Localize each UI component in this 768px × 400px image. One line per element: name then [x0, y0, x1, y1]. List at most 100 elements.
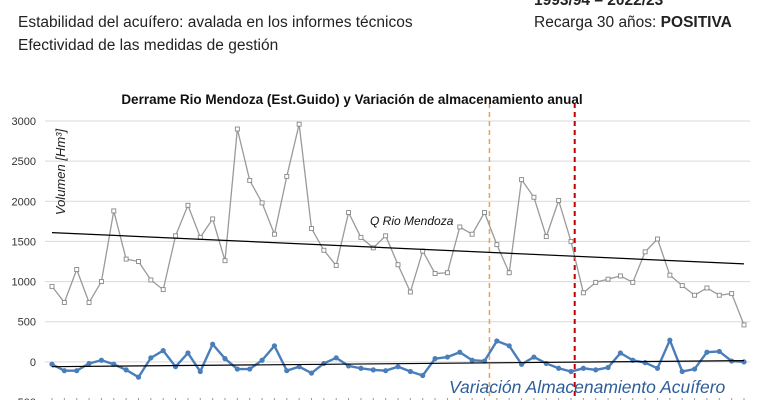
- point-acuifero-26: [370, 367, 376, 373]
- point-acuifero-34: [469, 357, 475, 363]
- point-acuifero-25: [358, 365, 364, 371]
- point-rio-47: [630, 279, 636, 285]
- point-acuifero-19: [284, 368, 290, 374]
- label-q-rio-mendoza: Q Rio Mendoza: [370, 214, 454, 228]
- point-rio-40: [543, 234, 549, 240]
- point-acuifero-27: [383, 368, 389, 374]
- header-line-2: Efectividad de las medidas de gestión: [18, 37, 279, 54]
- point-acuifero-30: [420, 372, 426, 379]
- point-acuifero-18: [271, 343, 278, 349]
- point-acuifero-40: [543, 360, 549, 367]
- point-rio-7: [136, 259, 141, 264]
- y-tick-2000: 2000: [12, 196, 36, 208]
- y-tick-500: 500: [18, 317, 36, 329]
- point-rio-53: [704, 285, 710, 291]
- point-acuifero-31: [432, 356, 438, 362]
- point-rio-11: [185, 202, 191, 208]
- point-acuifero-49: [654, 365, 661, 371]
- point-rio-3: [86, 299, 92, 305]
- point-rio-17: [259, 200, 265, 206]
- point-acuifero-22: [321, 360, 327, 367]
- header-recarga: Recarga 30 años: POSITIVA: [534, 14, 732, 32]
- point-rio-49: [655, 236, 660, 242]
- point-rio-44: [593, 279, 599, 285]
- point-acuifero-11: [185, 350, 191, 356]
- recarga-value: POSITIVA: [660, 14, 732, 31]
- point-acuifero-23: [333, 355, 339, 361]
- point-acuifero-54: [716, 348, 722, 355]
- chart-title: Derrame Rio Mendoza (Est.Guido) y Variac…: [121, 92, 582, 107]
- point-acuifero-50: [667, 337, 673, 343]
- point-acuifero-6: [123, 367, 129, 373]
- point-rio-26: [370, 245, 376, 251]
- point-rio-31: [432, 271, 438, 276]
- point-acuifero-10: [172, 364, 179, 370]
- point-acuifero-46: [617, 350, 624, 356]
- x-tick-marks: [51, 398, 745, 400]
- point-rio-0: [49, 283, 55, 289]
- trend-line-1: [51, 360, 745, 368]
- point-acuifero-13: [210, 341, 216, 347]
- point-acuifero-3: [86, 360, 92, 367]
- point-acuifero-39: [531, 354, 537, 360]
- point-acuifero-15: [234, 366, 240, 372]
- point-acuifero-48: [642, 360, 648, 366]
- y-tick-3000: 3000: [12, 116, 36, 128]
- point-rio-19: [284, 173, 290, 179]
- y-tick-2500: 2500: [12, 156, 36, 168]
- point-rio-24: [346, 210, 352, 215]
- header-line-1: Estabilidad del acuífero: avalada en los…: [18, 14, 413, 31]
- point-acuifero-21: [308, 370, 315, 376]
- point-rio-51: [679, 283, 685, 289]
- point-rio-22: [321, 247, 327, 253]
- point-rio-33: [457, 224, 463, 230]
- point-acuifero-36: [494, 338, 500, 344]
- point-acuifero-1: [61, 368, 67, 374]
- point-acuifero-28: [395, 364, 401, 370]
- point-rio-5: [111, 208, 117, 214]
- point-rio-52: [692, 292, 698, 298]
- point-acuifero-44: [593, 367, 599, 373]
- point-rio-8: [148, 277, 154, 283]
- series-variacion-acuifero: [49, 337, 747, 380]
- point-rio-45: [605, 276, 611, 282]
- point-acuifero-4: [98, 357, 105, 363]
- point-rio-10: [173, 233, 179, 239]
- recarga-label: Recarga 30 años:: [534, 14, 661, 31]
- point-acuifero-20: [296, 364, 302, 370]
- point-rio-43: [580, 290, 586, 296]
- point-acuifero-53: [704, 349, 710, 355]
- point-acuifero-14: [222, 356, 228, 362]
- point-acuifero-52: [691, 366, 698, 372]
- y-tick-labels: -500 0 500 1000 1500 2000 2500 3000: [12, 116, 36, 400]
- header-period: 1993/94 – 2022/23: [534, 0, 664, 9]
- point-rio-14: [222, 258, 228, 264]
- point-acuifero-29: [407, 368, 413, 375]
- point-acuifero-37: [506, 343, 512, 349]
- point-acuifero-8: [148, 355, 154, 361]
- point-rio-6: [123, 256, 129, 262]
- point-acuifero-0: [49, 361, 55, 367]
- point-rio-48: [642, 249, 648, 255]
- point-rio-16: [247, 177, 253, 183]
- point-rio-28: [395, 262, 401, 268]
- point-rio-27: [383, 233, 389, 239]
- point-acuifero-2: [74, 368, 80, 374]
- point-rio-29: [407, 289, 413, 295]
- point-acuifero-41: [556, 365, 562, 371]
- point-acuifero-56: [741, 359, 747, 365]
- point-rio-9: [160, 287, 166, 293]
- point-acuifero-32: [444, 354, 451, 360]
- point-acuifero-51: [679, 368, 685, 375]
- point-acuifero-16: [247, 366, 253, 372]
- label-variacion-acuifero: Variación Almacenamiento Acuífero: [449, 377, 726, 397]
- point-rio-23: [333, 263, 339, 268]
- point-acuifero-7: [135, 374, 142, 380]
- point-rio-34: [469, 231, 475, 237]
- point-rio-20: [296, 121, 302, 127]
- point-acuifero-9: [160, 348, 166, 354]
- y-tick-1500: 1500: [12, 236, 36, 248]
- point-rio-54: [716, 292, 722, 298]
- point-rio-13: [210, 216, 216, 222]
